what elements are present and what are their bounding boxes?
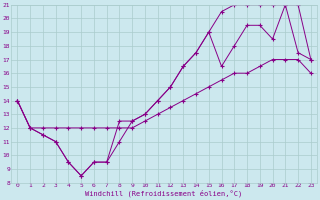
X-axis label: Windchill (Refroidissement éolien,°C): Windchill (Refroidissement éolien,°C)	[85, 190, 243, 197]
